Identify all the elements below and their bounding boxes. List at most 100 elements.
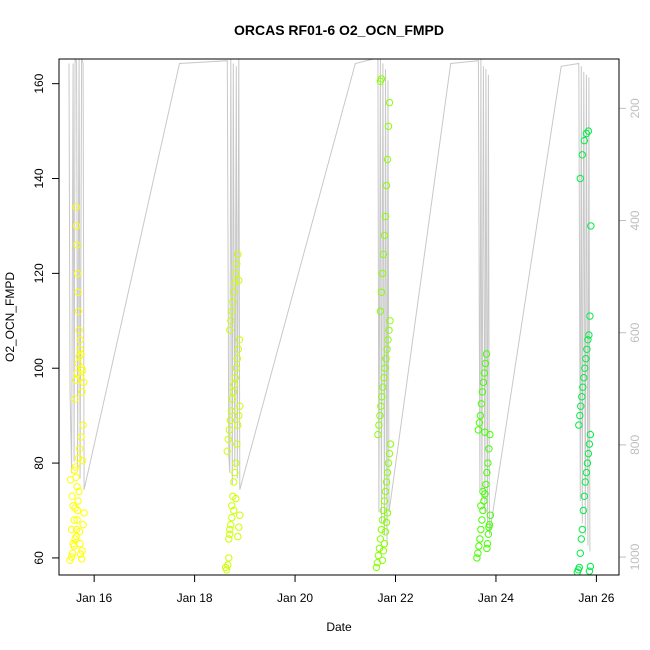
data-point xyxy=(226,530,234,538)
data-point xyxy=(232,459,240,467)
data-point xyxy=(576,174,584,183)
data-point xyxy=(77,555,86,563)
data-point xyxy=(375,421,383,429)
data-point xyxy=(575,563,583,572)
data-point xyxy=(579,506,587,515)
data-point xyxy=(486,511,495,519)
data-point xyxy=(585,331,593,339)
data-point xyxy=(481,359,490,368)
y2-tick-label: 800 xyxy=(628,435,642,455)
data-point xyxy=(579,383,587,391)
data-point xyxy=(79,521,87,529)
data-point xyxy=(68,549,77,557)
data-point xyxy=(586,430,595,439)
data-point xyxy=(475,419,484,427)
y-tick-label: 80 xyxy=(32,456,46,470)
data-point xyxy=(70,516,78,524)
data-point xyxy=(377,288,386,296)
data-point xyxy=(575,421,583,429)
data-point xyxy=(580,136,588,145)
data-point xyxy=(384,459,393,467)
y-axis: 60 80 100 120 140 160 xyxy=(32,73,59,565)
data-point xyxy=(382,181,391,190)
data-point xyxy=(75,445,84,453)
data-point xyxy=(584,336,592,344)
data-point xyxy=(483,468,491,477)
data-point xyxy=(230,381,239,389)
x-tick-label: Jan 24 xyxy=(478,591,514,605)
data-point xyxy=(235,276,243,285)
data-point xyxy=(71,463,80,471)
data-point xyxy=(233,260,241,268)
data-point xyxy=(78,457,87,465)
data-point xyxy=(72,222,81,230)
data-point xyxy=(74,454,83,462)
data-point xyxy=(587,222,595,230)
data-point xyxy=(581,364,589,372)
data-point xyxy=(77,433,85,441)
data-point xyxy=(70,466,79,474)
data-point xyxy=(73,269,82,278)
x-tick-label: Jan 16 xyxy=(76,591,112,605)
chart-title: ORCAS RF01-6 O2_OCN_FMPD xyxy=(234,22,444,38)
y2-tick-label: 400 xyxy=(628,210,642,230)
plot-frame xyxy=(58,58,620,576)
secondary-y-axis: 200 400 600 800 1000 xyxy=(619,98,642,570)
data-point xyxy=(386,440,395,448)
data-point xyxy=(581,478,589,486)
data-point xyxy=(72,376,80,384)
data-point xyxy=(380,374,388,382)
data-point xyxy=(481,490,489,498)
data-point xyxy=(228,502,236,510)
data-point xyxy=(474,549,482,557)
y-tick-label: 60 xyxy=(32,551,46,565)
data-point xyxy=(73,516,81,524)
data-point xyxy=(382,355,390,363)
data-point xyxy=(384,336,392,344)
data-point xyxy=(230,506,238,515)
data-point xyxy=(71,504,79,512)
y-tick-label: 160 xyxy=(32,73,46,93)
data-point xyxy=(75,326,83,334)
data-point xyxy=(382,518,391,527)
data-point xyxy=(69,540,77,548)
data-point xyxy=(479,506,487,515)
data-point xyxy=(477,502,485,510)
data-point xyxy=(385,98,394,107)
data-point xyxy=(382,478,391,486)
data-point xyxy=(232,269,240,278)
data-point xyxy=(580,492,588,500)
data-point xyxy=(228,395,237,403)
data-point xyxy=(381,364,389,372)
data-point xyxy=(74,288,82,296)
data-point xyxy=(585,567,594,575)
data-point xyxy=(577,535,585,543)
data-point xyxy=(234,250,242,259)
data-point xyxy=(232,364,241,372)
data-point xyxy=(584,449,593,458)
data-point xyxy=(379,250,388,259)
data-point xyxy=(233,355,242,363)
data-point xyxy=(477,525,485,534)
data-point xyxy=(73,483,81,491)
data-point xyxy=(485,445,493,453)
data-point xyxy=(577,402,585,410)
data-point xyxy=(481,428,489,436)
x-tick-label: Jan 20 xyxy=(277,591,313,605)
data-point xyxy=(482,350,491,358)
data-point xyxy=(578,525,586,534)
y2-tick-label: 200 xyxy=(628,98,642,118)
data-point xyxy=(474,426,483,434)
data-point xyxy=(383,345,391,353)
data-point xyxy=(229,388,238,396)
data-point xyxy=(224,561,232,569)
data-point xyxy=(78,388,86,396)
data-point xyxy=(377,75,386,83)
data-point xyxy=(77,350,85,358)
data-point xyxy=(78,366,87,375)
data-point xyxy=(375,544,384,553)
data-point xyxy=(232,494,240,503)
y2-tick-label: 600 xyxy=(628,322,642,342)
data-point xyxy=(379,506,388,515)
data-point xyxy=(75,487,83,496)
